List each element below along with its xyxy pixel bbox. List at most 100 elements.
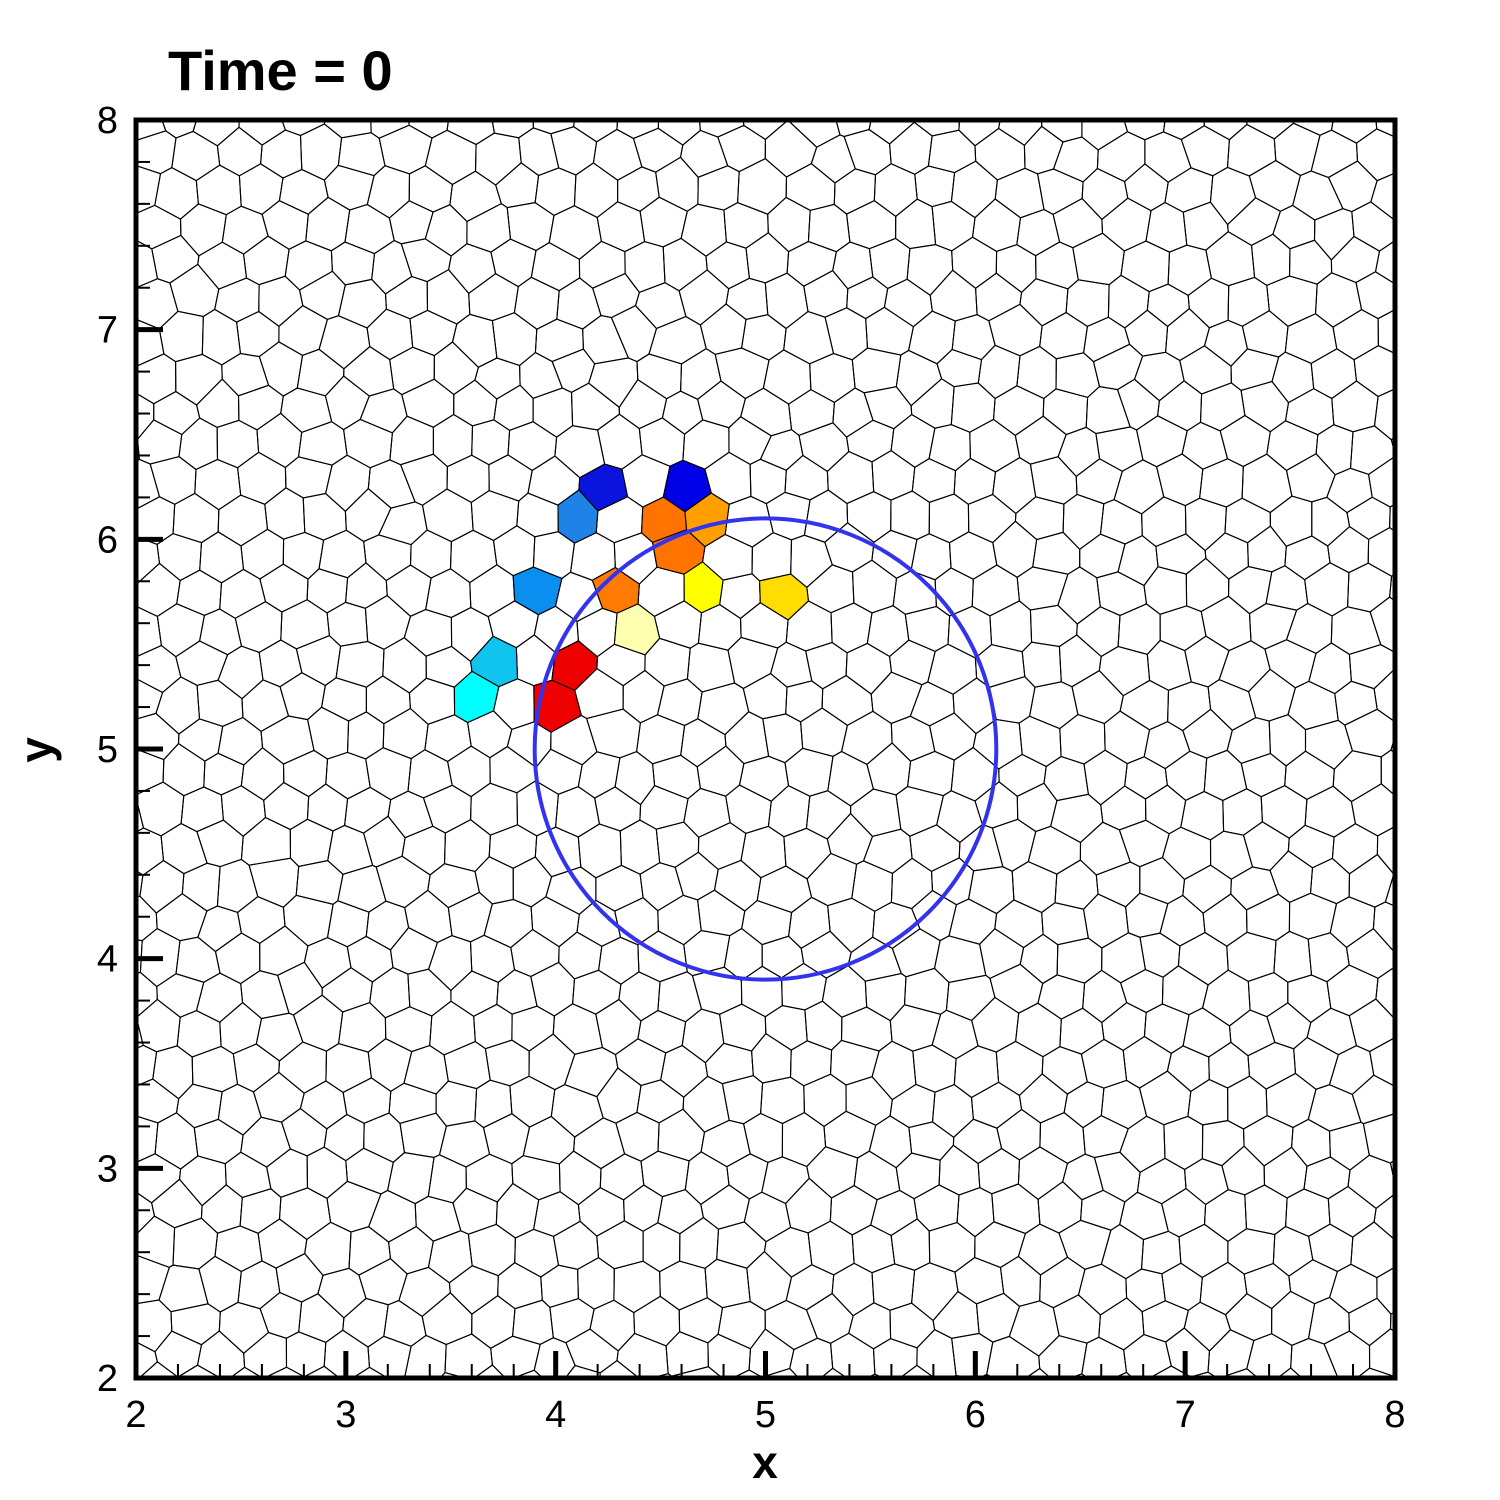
mesh-cell [1107, 274, 1150, 329]
mesh-cell [821, 964, 868, 1018]
mesh-cell [342, 1077, 392, 1124]
mesh-cell [979, 927, 1025, 980]
mesh-cell [988, 303, 1043, 357]
mesh-cell [259, 563, 309, 613]
mesh-cell [596, 413, 643, 470]
mesh-cell [1071, 669, 1124, 725]
mesh-cell [1028, 681, 1079, 730]
mesh-cell [540, 1264, 579, 1309]
mesh-cell [1207, 678, 1257, 731]
mesh-cell [950, 160, 998, 219]
mesh-cell [266, 1148, 309, 1198]
mesh-cell [1349, 425, 1395, 476]
mesh-cell [388, 200, 434, 245]
mesh-cell [1021, 641, 1062, 688]
mesh-cell [1063, 1081, 1105, 1129]
mesh-cell [1203, 749, 1248, 802]
mesh-cell [1297, 22, 1336, 68]
mesh-cell [805, 790, 852, 840]
mesh-cell [214, 1225, 263, 1273]
mesh-cell [136, 1153, 182, 1204]
mesh-cell [158, 1402, 198, 1454]
mesh-cell [871, 1405, 917, 1453]
mesh-cell [73, 820, 123, 870]
mesh-cell [936, 348, 983, 388]
mesh-cell [1307, 1084, 1362, 1132]
mesh-cell [507, 421, 558, 472]
mesh-cell [74, 1188, 114, 1233]
mesh-cell [913, 120, 960, 137]
mesh-cell [1449, 672, 1500, 722]
mesh-cell [845, 642, 892, 695]
mesh-cell [1417, 887, 1467, 940]
mesh-cell [1420, 966, 1466, 1011]
mesh-cell [378, 124, 433, 175]
mesh-cell [1272, 204, 1316, 250]
mesh-cell [424, 714, 472, 763]
mesh-cell [181, 862, 221, 912]
mesh-cell [535, 748, 583, 795]
mesh-cell [1057, 426, 1101, 478]
mesh-cell [707, 1333, 752, 1378]
mesh-cell [1242, 821, 1290, 871]
mesh-cell [565, 1328, 619, 1374]
mesh-cell [425, 568, 472, 619]
mesh-cell [1330, 235, 1381, 284]
mesh-cell [1310, 129, 1359, 179]
mesh-cell [1179, 345, 1232, 395]
mesh-cell [742, 672, 788, 720]
mesh-cell [530, 961, 576, 1017]
mesh-cell [305, 196, 351, 252]
mesh-cell [217, 716, 264, 766]
mesh-cell [1291, 1118, 1331, 1167]
mesh-cell [136, 130, 177, 175]
mesh-cell [1384, 873, 1395, 907]
mesh-cell [1303, 1156, 1351, 1200]
mesh-cell [1180, 125, 1230, 177]
mesh-cell [234, 1412, 284, 1466]
mesh-cell [1200, 595, 1252, 652]
mesh-cell [1434, 1378, 1479, 1425]
mesh-cell [867, 27, 914, 79]
mesh-cell [1399, 347, 1443, 395]
mesh-cell [1436, 1005, 1481, 1053]
mesh-cell [1389, 503, 1395, 532]
mesh-cell [1326, 467, 1373, 514]
mesh-cell [323, 1113, 365, 1162]
mesh-cell [468, 273, 519, 322]
mesh-cell [1417, 238, 1461, 284]
mesh-cell [298, 1293, 345, 1344]
mesh-cell [285, 1331, 327, 1378]
mesh-cell [196, 1330, 246, 1378]
mesh-cell [1155, 453, 1204, 507]
mesh-cell [1199, 458, 1244, 508]
mesh-cell [74, 1257, 124, 1309]
mesh-cell [1287, 680, 1339, 731]
mesh-cell [468, 61, 509, 108]
mesh-cell [92, 1299, 132, 1345]
mesh-cell [196, 679, 244, 727]
mesh-cell [74, 606, 118, 654]
mesh-cell [552, 1220, 600, 1270]
mesh-cell [596, 1067, 642, 1124]
mesh-cell [178, 417, 219, 471]
y-tick-label: 5 [97, 729, 118, 771]
mesh-cell [1052, 136, 1099, 183]
mesh-cell [948, 898, 998, 945]
mesh-cell [34, 674, 76, 721]
mesh-cell [1144, 131, 1192, 183]
mesh-cell [577, 1187, 625, 1237]
mesh-cell [1419, 1267, 1459, 1317]
mesh-cell [909, 824, 961, 873]
mesh-cell [1187, 1078, 1229, 1126]
mesh-cell [398, 1266, 451, 1318]
mesh-cell [956, 1187, 995, 1238]
mesh-cell [1201, 1120, 1245, 1167]
mesh-cell [555, 785, 601, 838]
mesh-cell [832, 241, 874, 290]
mesh-cell [810, 134, 856, 184]
mesh-cell [1375, 120, 1395, 138]
mesh-cell [1039, 311, 1088, 360]
mesh-cell [865, 1373, 885, 1378]
mesh-cell [1351, 1074, 1395, 1125]
